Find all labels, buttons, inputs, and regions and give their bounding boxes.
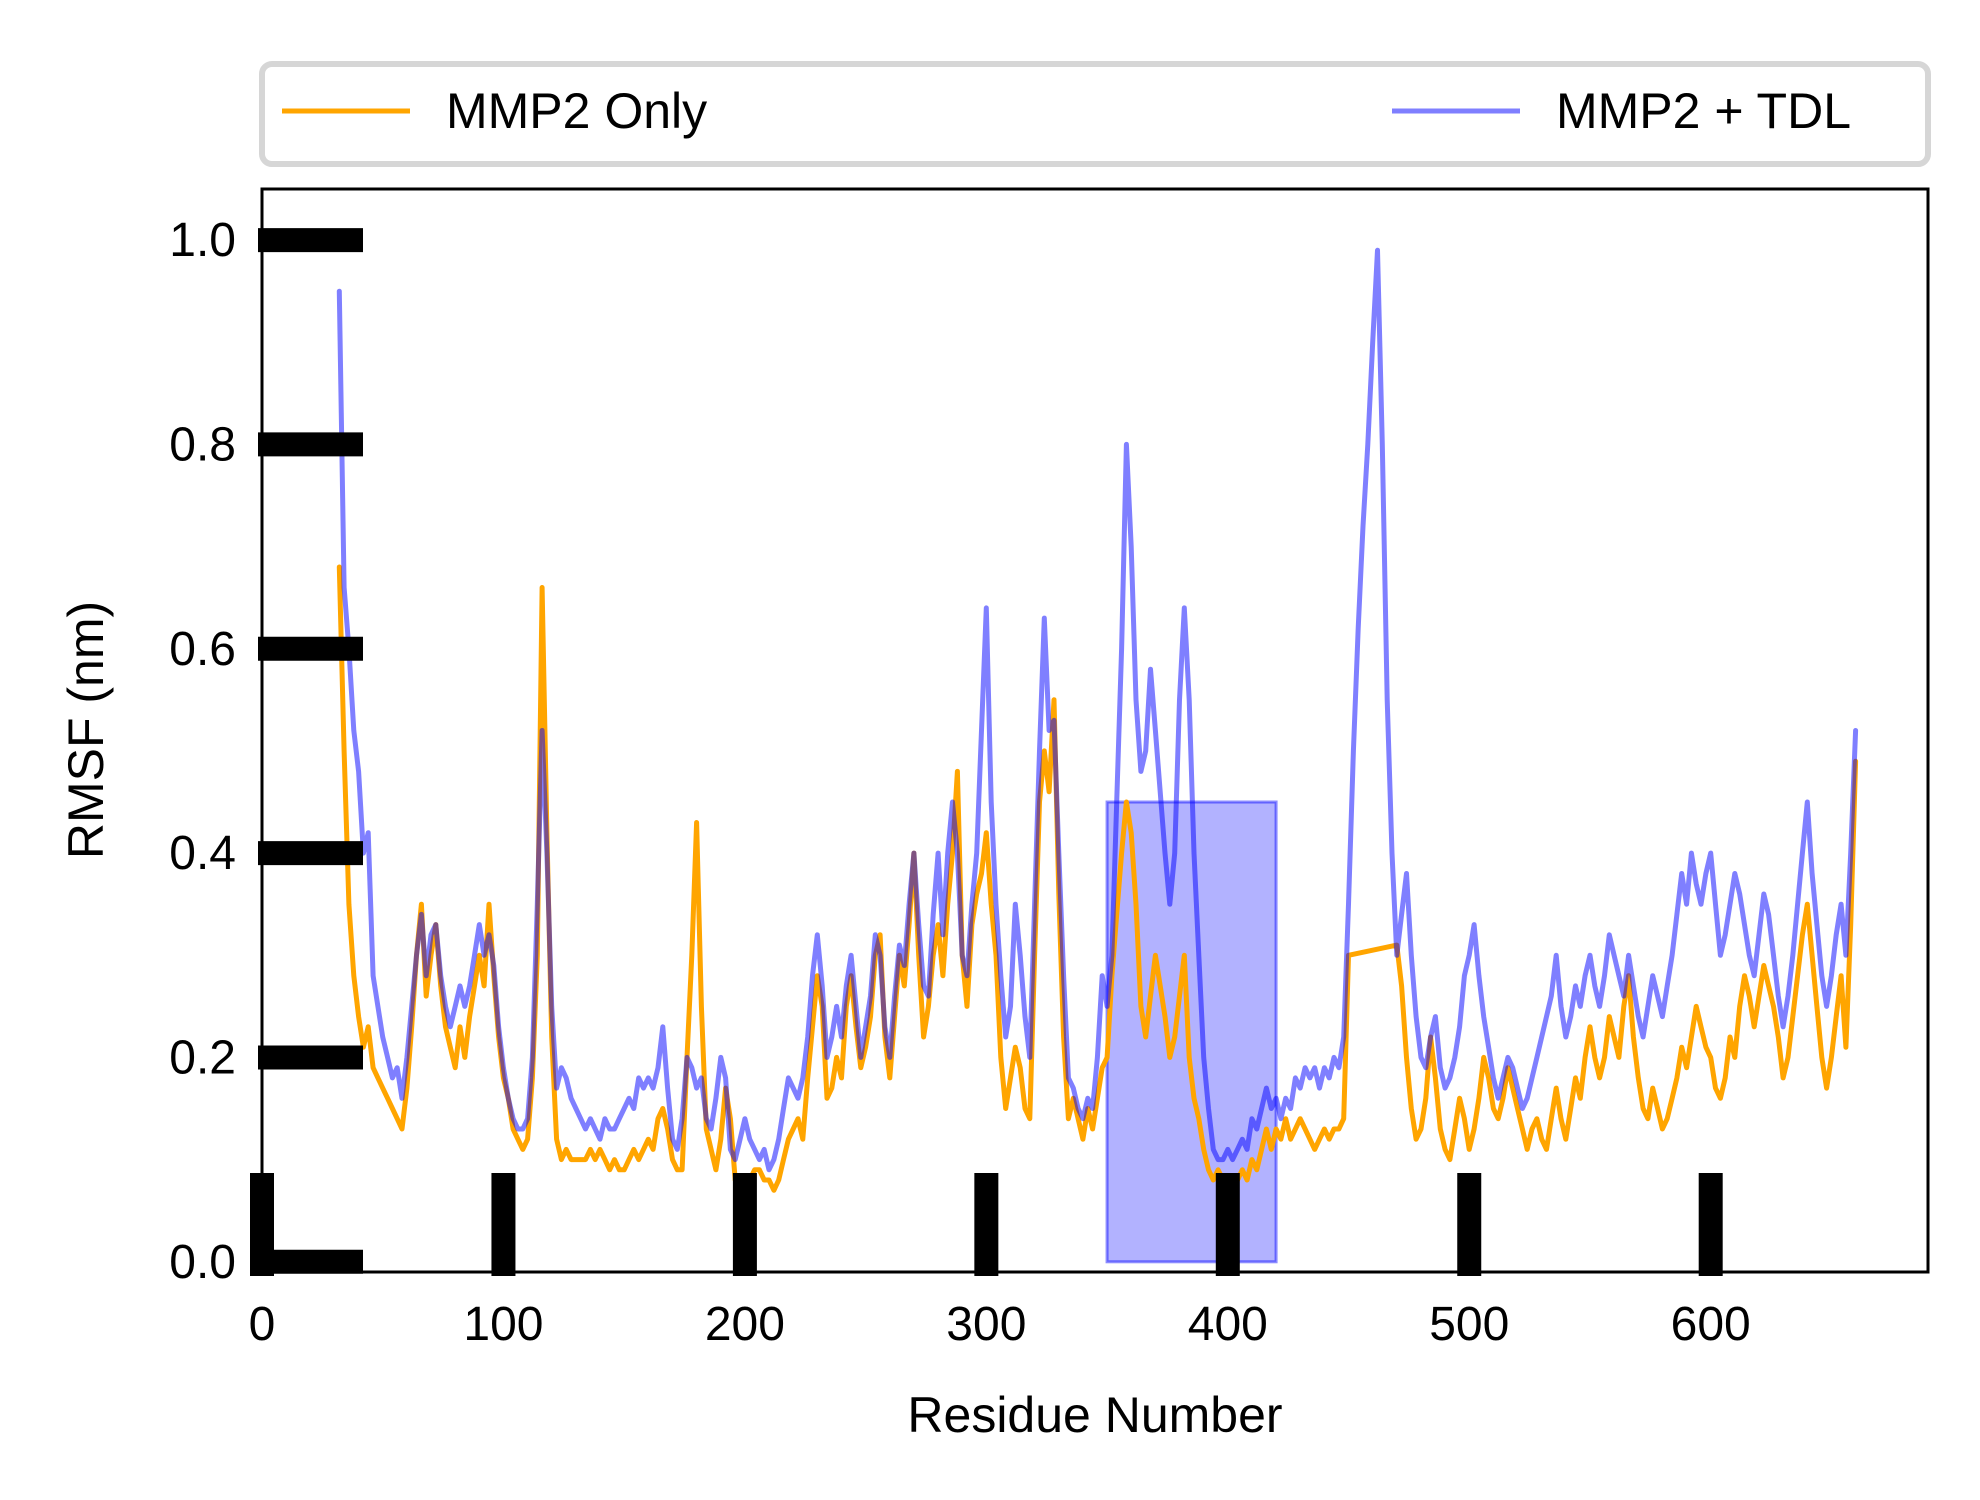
- x-tick-label: 300: [946, 1298, 1026, 1351]
- legend-label-mmp2-tdl: MMP2 + TDL: [1556, 83, 1851, 139]
- series-layer: [336, 247, 1859, 1193]
- y-tick-labels: 0.0 0.2 0.4 0.6 0.8 1.0: [169, 214, 236, 1289]
- y-tick-label: 0.6: [169, 623, 236, 676]
- x-tick-label: 200: [705, 1298, 785, 1351]
- y-tick-label: 0.0: [169, 1236, 236, 1289]
- series-line-1: [336, 247, 1859, 1173]
- legend-frame: [259, 61, 1931, 167]
- legend: MMP2 Only MMP2 + TDL: [259, 61, 1931, 167]
- y-axis-label: RMSF (nm): [58, 601, 114, 859]
- tick-layer: [250, 228, 1723, 1276]
- legend-label-mmp2-only: MMP2 Only: [446, 83, 707, 139]
- series-line-0: [336, 564, 1859, 1193]
- x-tick-labels: 0 100 200 300 400 500 600: [249, 1298, 1751, 1351]
- x-tick-label: 500: [1429, 1298, 1509, 1351]
- y-tick-label: 0.8: [169, 418, 236, 471]
- x-tick-label: 600: [1671, 1298, 1751, 1351]
- y-tick-label: 0.4: [169, 827, 236, 880]
- y-tick-label: 0.2: [169, 1031, 236, 1084]
- y-tick-label: 1.0: [169, 214, 236, 267]
- x-tick-label: 400: [1188, 1298, 1268, 1351]
- x-axis-label: Residue Number: [907, 1387, 1282, 1443]
- x-tick-label: 0: [249, 1298, 276, 1351]
- plot-frame: [260, 187, 1930, 1274]
- x-tick-label: 100: [463, 1298, 543, 1351]
